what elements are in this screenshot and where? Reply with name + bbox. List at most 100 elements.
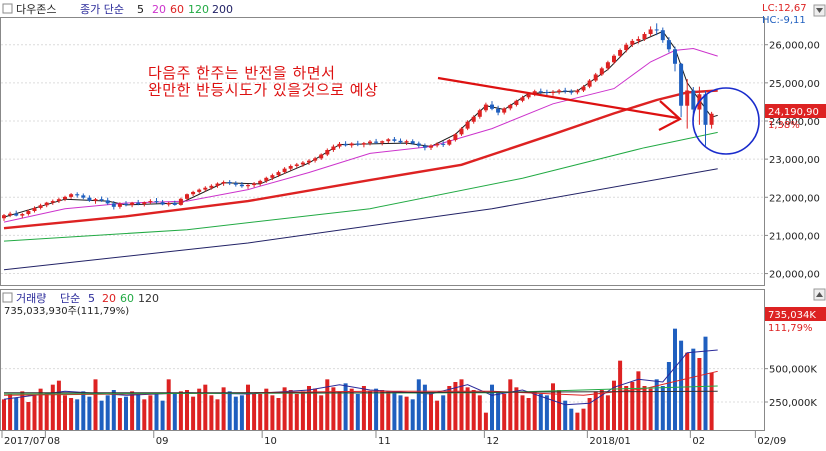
volume-bar	[99, 400, 104, 430]
candlestick	[331, 144, 336, 152]
candle-body	[404, 141, 409, 143]
price-legend-period: 20	[152, 3, 166, 16]
candle-body	[514, 100, 519, 105]
ma-line-120	[3, 131, 718, 242]
candlestick	[246, 183, 250, 189]
volume-bar	[14, 398, 19, 430]
candlestick	[270, 173, 275, 181]
volume-bar	[282, 387, 287, 430]
candlestick	[166, 201, 171, 207]
volume-bar	[673, 328, 677, 430]
volume-bar	[294, 394, 299, 430]
candle-body	[587, 80, 592, 87]
candle-body	[148, 201, 153, 203]
candle-body	[520, 97, 525, 101]
candlestick	[349, 142, 354, 148]
candlestick	[191, 190, 196, 197]
candle-body	[282, 168, 287, 173]
candle-body	[32, 207, 37, 212]
x-tick-label: 09	[156, 436, 169, 447]
volume-bar	[459, 379, 464, 430]
volume-bar	[319, 395, 324, 430]
price-tick-label: 22,000,00	[769, 193, 820, 204]
price-panel-frame	[0, 17, 765, 286]
candlestick	[612, 54, 616, 65]
volume-bar	[660, 386, 665, 430]
candlestick	[398, 138, 403, 144]
candlestick	[215, 182, 220, 188]
candle-body	[300, 162, 305, 165]
volume-moving-average-lines	[3, 349, 718, 406]
volume-bar	[2, 399, 6, 430]
volume-bar	[343, 383, 348, 430]
volume-bar	[124, 396, 128, 430]
candlestick	[508, 103, 513, 111]
volume-bar	[221, 387, 226, 430]
volume-bar	[605, 395, 610, 430]
price-legend-period: 60	[170, 3, 184, 16]
volume-bars	[2, 328, 714, 430]
candlestick	[544, 89, 549, 96]
candle-body	[197, 189, 202, 192]
volume-legend-checkbox[interactable]	[2, 292, 13, 303]
scroll-up-button[interactable]	[813, 288, 826, 301]
candle-body	[429, 145, 433, 148]
volume-bar	[380, 390, 385, 430]
candle-body	[538, 91, 543, 93]
price-tick-label: 25,000,00	[769, 79, 820, 90]
volume-bar	[520, 395, 525, 430]
volume-bar	[38, 388, 43, 430]
candle-body	[368, 141, 372, 144]
price-chart-title: 다우존스	[16, 3, 56, 16]
candlestick	[392, 137, 397, 143]
volume-bar	[666, 362, 671, 430]
volume-axis-ticks: 250,000K 500,000K	[764, 365, 817, 409]
candlestick	[605, 60, 610, 71]
candle-body	[227, 182, 232, 184]
volume-legend-period: 20	[102, 292, 116, 305]
scroll-down-button[interactable]	[813, 4, 826, 17]
candle-body	[87, 197, 92, 201]
candle-body	[557, 90, 562, 92]
candlestick	[20, 212, 25, 219]
volume-bar	[447, 386, 452, 430]
candle-body	[685, 90, 690, 106]
candlestick	[496, 105, 501, 116]
volume-bar	[508, 379, 513, 430]
volume-bar	[56, 380, 61, 430]
price-tick-label: 20,000,00	[769, 270, 820, 281]
candle-body	[355, 143, 360, 145]
candlestick	[483, 102, 488, 113]
candle-body	[490, 104, 494, 109]
candle-body	[154, 201, 159, 203]
candle-body	[99, 199, 104, 201]
candlestick	[575, 88, 580, 95]
volume-bar	[679, 340, 684, 430]
volume-bar	[233, 396, 238, 430]
candle-body	[605, 62, 610, 69]
x-tick-label: 11	[378, 436, 391, 447]
x-tick-label: 12	[486, 436, 499, 447]
volume-bar	[117, 398, 122, 430]
volume-bar	[496, 391, 501, 430]
candlestick	[441, 141, 446, 147]
candlestick	[282, 167, 287, 174]
candle-body	[477, 110, 482, 117]
legend-checkbox[interactable]	[2, 3, 13, 14]
volume-bar	[178, 391, 183, 430]
candle-body	[532, 91, 537, 95]
candlestick	[557, 88, 562, 95]
volume-legend-prefix: 단순	[60, 292, 80, 305]
candlestick	[178, 197, 183, 206]
candle-body	[105, 200, 110, 204]
candlestick	[111, 201, 116, 210]
candlestick	[26, 209, 31, 216]
candlestick	[429, 144, 433, 150]
annotation-arrow-head	[658, 100, 682, 131]
candle-body	[422, 145, 427, 148]
candlestick	[56, 197, 61, 203]
last-volume-badge: 735,034K 111,79%	[765, 307, 826, 334]
candle-body	[215, 183, 220, 186]
candlestick	[435, 142, 440, 148]
